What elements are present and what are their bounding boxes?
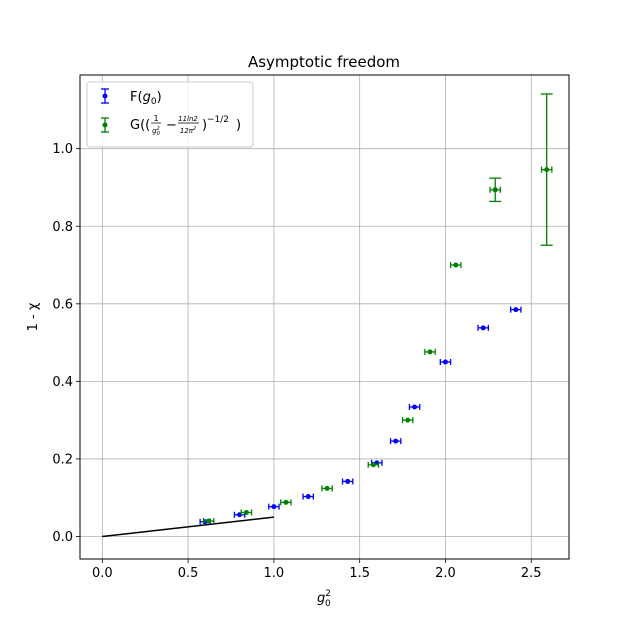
data-marker (480, 325, 486, 331)
data-point-g (240, 509, 253, 516)
data-point-f (408, 403, 421, 410)
chart-title: Asymptotic freedom (248, 53, 400, 71)
svg-text:g20: g2 0 (152, 126, 160, 137)
data-marker (345, 478, 351, 484)
data-marker (283, 499, 289, 505)
data-marker (544, 167, 550, 173)
grid (80, 75, 569, 559)
svg-text:1: 1 (153, 114, 158, 123)
data-marker (492, 187, 498, 193)
data-marker (442, 359, 448, 365)
data-marker (206, 518, 212, 524)
data-marker (405, 417, 411, 423)
legend-label-g: G(( 1 g2 0 − 11ln2 12π2 ) −1/2 ) (130, 114, 241, 137)
data-point-g (321, 485, 333, 492)
svg-text:): ) (236, 118, 241, 133)
x-tick-label: 1.0 (264, 566, 285, 581)
reference-line (102, 516, 274, 538)
data-point-f (268, 503, 280, 510)
legend-marker-f (101, 88, 109, 104)
data-point-g (449, 262, 462, 269)
data-marker (324, 485, 330, 491)
y-axis-label: 1 - χ (26, 302, 41, 331)
x-tick-label: 1.5 (349, 566, 370, 581)
x-axis-label: g2 0 (317, 589, 331, 609)
data-marker (427, 349, 433, 355)
svg-text:12π2: 12π2 (180, 126, 196, 135)
data-point-f (510, 306, 522, 313)
reference-line-layer (102, 516, 274, 538)
data-marker (305, 494, 311, 500)
x-tick-label: 2.0 (435, 566, 456, 581)
x-tick-label: 0.5 (178, 566, 199, 581)
data-marker (453, 262, 459, 268)
svg-text:−1/2: −1/2 (207, 115, 229, 125)
legend-box (86, 81, 254, 148)
data-point-f (477, 324, 490, 331)
data-marker (393, 438, 399, 444)
data-point-g (367, 461, 380, 468)
data-point-g (202, 517, 215, 524)
y-tick-label: 0.0 (52, 530, 73, 545)
legend-label-f: F(g0) (130, 90, 162, 107)
data-point-g (401, 417, 414, 424)
data-layer (199, 93, 553, 525)
plot-frame (79, 74, 570, 560)
x-tick-label: 0.0 (92, 566, 113, 581)
data-marker (370, 462, 376, 468)
svg-text:−: − (166, 118, 177, 133)
y-tick-label: 0.2 (52, 452, 73, 467)
data-point-f (341, 478, 354, 485)
y-tick-label: 0.8 (52, 220, 73, 235)
data-marker (243, 509, 249, 515)
data-point-f (389, 438, 402, 445)
legend: F(g0) G(( 1 g2 0 − 11ln2 12π2 ) −1/2 ) (86, 81, 254, 148)
data-point-g (424, 348, 436, 355)
data-point-f (302, 493, 314, 500)
data-point-g (280, 499, 292, 506)
y-tick-label: 0.6 (52, 297, 73, 312)
x-tick-label: 2.5 (521, 566, 542, 581)
data-marker (412, 404, 418, 410)
data-point-g (489, 177, 502, 203)
data-marker (513, 307, 519, 313)
y-tick-label: 0.4 (52, 375, 73, 390)
data-point-f (439, 358, 452, 365)
svg-text:): ) (202, 118, 207, 133)
svg-text:G((: G(( (130, 118, 150, 133)
x-axis-ticks: 0.0 0.5 1.0 1.5 2.0 2.5 (92, 559, 542, 581)
legend-marker-g (101, 117, 109, 133)
data-marker (271, 504, 277, 510)
svg-text:11ln2: 11ln2 (178, 115, 198, 123)
y-tick-label: 1.0 (52, 142, 73, 157)
data-point-g (540, 93, 553, 246)
y-axis-ticks: 0.0 0.2 0.4 0.6 0.8 1.0 (52, 142, 80, 545)
